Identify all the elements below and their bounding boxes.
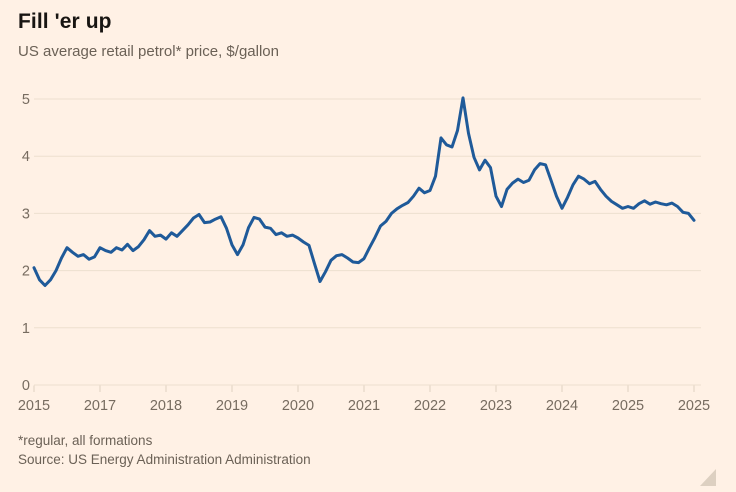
y-axis-label: 1 (22, 321, 30, 337)
x-axis-label: 2018 (150, 398, 182, 414)
x-axis-label: 2015 (18, 398, 50, 414)
chart-header: Fill 'er up US average retail petrol* pr… (18, 10, 279, 60)
chart-footer: *regular, all formations Source: US Ener… (18, 432, 311, 469)
x-axis-label: 2023 (480, 398, 512, 414)
y-axis-label: 5 (22, 92, 30, 108)
x-axis-label: 2024 (546, 398, 578, 414)
x-axis-label: 2020 (282, 398, 314, 414)
y-axis-label: 2 (22, 264, 30, 280)
x-axis-label: 2022 (414, 398, 446, 414)
chart-source: Source: US Energy Administration Adminis… (18, 451, 311, 467)
x-axis-label: 2025 (678, 398, 710, 414)
x-axis-label: 2017 (84, 398, 116, 414)
y-axis-label: 3 (22, 206, 30, 222)
chart-title: Fill 'er up (18, 10, 112, 33)
x-axis-label: 2019 (216, 398, 248, 414)
x-axis-label: 2025 (612, 398, 644, 414)
x-axis-label: 2021 (348, 398, 380, 414)
chart-footnote: *regular, all formations (18, 433, 153, 448)
price-line-series (32, 96, 696, 287)
y-axis-label: 0 (22, 378, 30, 394)
resize-handle-icon[interactable] (700, 469, 716, 486)
y-axis-label: 4 (22, 149, 30, 165)
chart-subtitle: US average retail petrol* price, $/gallo… (18, 43, 279, 60)
